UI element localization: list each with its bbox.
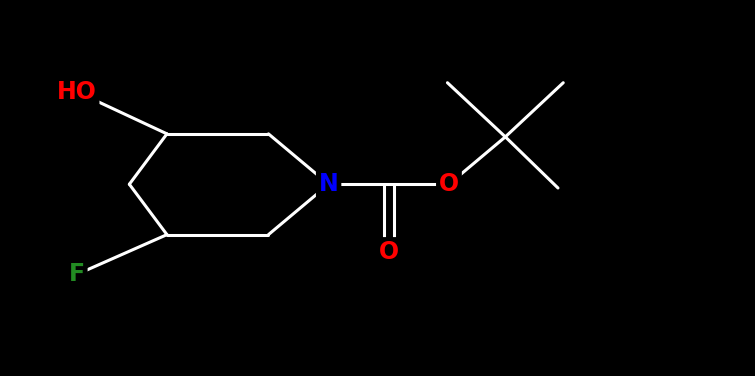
Text: O: O [379,240,399,264]
Text: O: O [439,172,459,196]
Text: F: F [69,262,85,287]
Text: N: N [319,172,338,196]
Text: HO: HO [57,80,97,104]
